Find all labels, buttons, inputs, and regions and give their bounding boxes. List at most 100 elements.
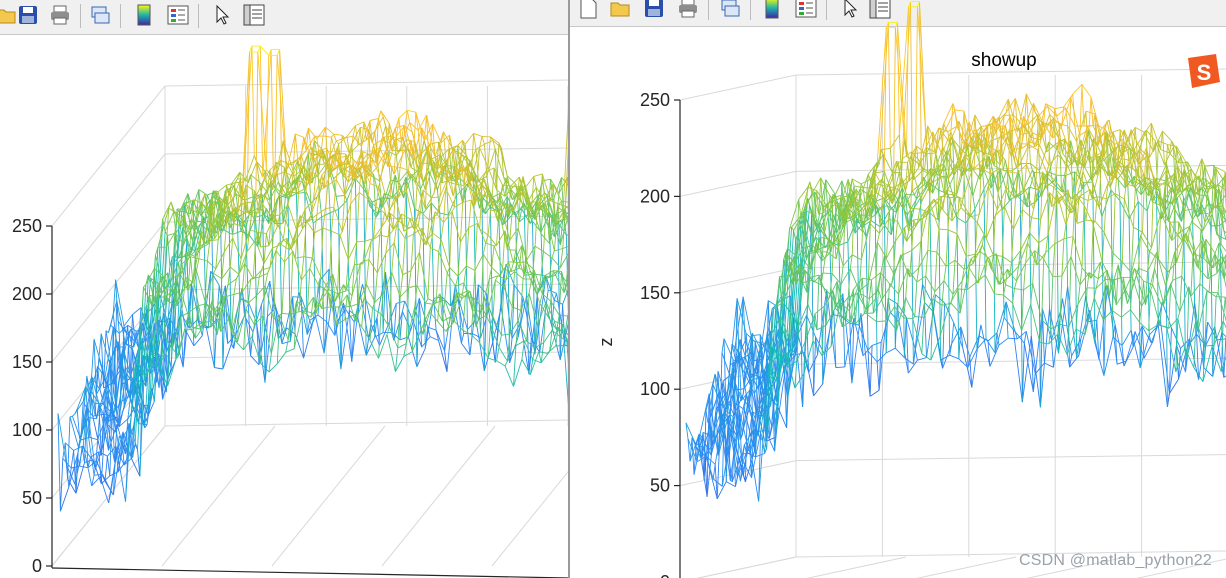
mesh-line bbox=[285, 339, 289, 353]
mesh-line bbox=[444, 167, 454, 197]
mesh-line bbox=[251, 324, 255, 337]
mesh-line bbox=[790, 220, 801, 350]
link-plot-icon[interactable] bbox=[88, 3, 112, 27]
mesh-line bbox=[213, 272, 223, 280]
mesh-line bbox=[1116, 360, 1127, 365]
mesh-line bbox=[218, 278, 223, 319]
mesh-line bbox=[545, 275, 555, 301]
mesh-line bbox=[184, 319, 188, 331]
mesh-line bbox=[343, 284, 353, 297]
print-icon[interactable] bbox=[48, 3, 72, 27]
mesh-line bbox=[539, 198, 549, 210]
mesh-line bbox=[488, 267, 493, 279]
mesh-line bbox=[493, 167, 503, 186]
mesh-line bbox=[514, 262, 518, 272]
mesh-line bbox=[282, 312, 291, 315]
mesh-line bbox=[529, 271, 540, 293]
mesh-line bbox=[1024, 204, 1028, 208]
mesh-line bbox=[518, 176, 529, 203]
insert-legend-icon[interactable] bbox=[794, 0, 818, 20]
mesh-line bbox=[232, 237, 242, 260]
mesh-line bbox=[423, 123, 434, 142]
mesh-line bbox=[65, 464, 76, 485]
mesh-line bbox=[503, 279, 507, 288]
mesh-line bbox=[189, 211, 200, 231]
mesh-line bbox=[174, 288, 178, 306]
mesh-line bbox=[1081, 177, 1092, 190]
mesh-line bbox=[564, 344, 568, 347]
mesh-line bbox=[1089, 155, 1100, 164]
mesh-line bbox=[386, 334, 396, 372]
mesh-line bbox=[456, 195, 460, 300]
mesh-line bbox=[937, 169, 941, 177]
mesh-line bbox=[102, 474, 112, 492]
save-icon[interactable] bbox=[16, 3, 40, 27]
mesh-line bbox=[901, 187, 905, 358]
mesh-line bbox=[252, 184, 262, 203]
mesh-line bbox=[457, 145, 467, 156]
mesh-line bbox=[485, 166, 489, 173]
mesh-line bbox=[262, 315, 272, 354]
property-inspector-icon[interactable] bbox=[242, 3, 266, 27]
mesh-line bbox=[420, 189, 424, 212]
mesh-line bbox=[497, 203, 507, 222]
z-axis bbox=[51, 226, 568, 578]
mesh-line bbox=[332, 161, 342, 171]
mesh-line bbox=[416, 348, 426, 367]
mesh-line bbox=[208, 211, 212, 244]
mesh-line bbox=[851, 318, 855, 384]
mesh-line bbox=[231, 298, 241, 333]
mesh-line bbox=[492, 316, 502, 336]
mesh-line bbox=[414, 189, 424, 230]
mesh-line bbox=[119, 418, 129, 427]
mesh-line bbox=[262, 194, 266, 205]
grid-line bbox=[271, 425, 386, 567]
mesh-line bbox=[359, 293, 370, 339]
mesh-line bbox=[498, 210, 508, 250]
mesh-line bbox=[342, 154, 347, 177]
new-figure-icon[interactable] bbox=[576, 0, 600, 20]
mesh-line bbox=[135, 349, 140, 360]
mesh-line bbox=[534, 195, 538, 220]
open-file-icon[interactable] bbox=[608, 0, 632, 20]
save-icon[interactable] bbox=[642, 0, 666, 20]
print-icon[interactable] bbox=[676, 0, 700, 20]
mesh-line bbox=[276, 352, 287, 365]
mesh-line bbox=[379, 234, 389, 238]
mesh-line bbox=[180, 256, 190, 275]
mesh-line bbox=[420, 211, 430, 221]
mesh-line bbox=[176, 272, 181, 306]
mesh-line bbox=[509, 306, 513, 335]
mesh-line bbox=[531, 208, 541, 213]
mesh-line bbox=[449, 267, 459, 277]
edit-plot-icon[interactable] bbox=[838, 0, 862, 20]
insert-colorbar-icon[interactable] bbox=[760, 0, 784, 20]
mesh-line bbox=[422, 303, 426, 335]
mesh-line bbox=[411, 306, 416, 352]
insert-legend-icon[interactable] bbox=[166, 3, 190, 27]
mesh-line bbox=[546, 212, 556, 223]
insert-colorbar-icon[interactable] bbox=[132, 3, 156, 27]
mesh-line bbox=[901, 187, 912, 213]
property-inspector-icon[interactable] bbox=[868, 0, 892, 20]
link-plot-icon[interactable] bbox=[718, 0, 742, 20]
mesh-line bbox=[211, 300, 222, 332]
mesh-line bbox=[130, 425, 135, 459]
mesh-line bbox=[188, 218, 193, 258]
open-file-icon[interactable] bbox=[0, 3, 18, 27]
mesh-line bbox=[439, 165, 443, 197]
mesh-line bbox=[316, 126, 326, 140]
mesh-line bbox=[403, 343, 407, 357]
mesh-line bbox=[401, 311, 412, 330]
edit-plot-icon[interactable] bbox=[210, 3, 234, 27]
mesh-line bbox=[525, 261, 535, 270]
mesh-line bbox=[347, 241, 358, 260]
mesh-line bbox=[109, 404, 113, 476]
mesh-line bbox=[1091, 138, 1095, 181]
mesh-line bbox=[443, 131, 453, 148]
mesh-line bbox=[350, 192, 360, 205]
mesh-line bbox=[353, 151, 364, 174]
